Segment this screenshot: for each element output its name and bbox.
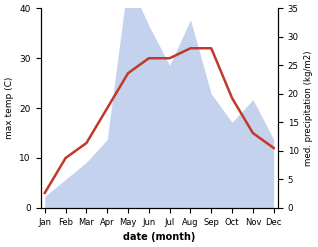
Y-axis label: max temp (C): max temp (C) [5,77,14,139]
X-axis label: date (month): date (month) [123,232,196,242]
Y-axis label: med. precipitation (kg/m2): med. precipitation (kg/m2) [304,50,313,166]
